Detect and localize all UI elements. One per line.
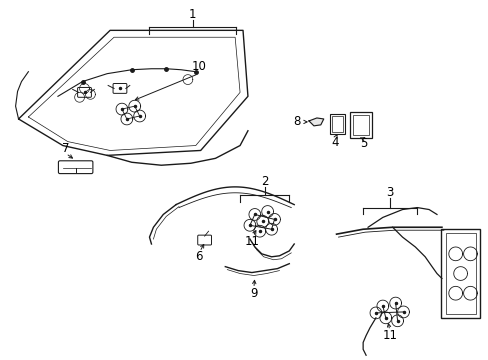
Polygon shape xyxy=(308,118,323,126)
Text: 8: 8 xyxy=(293,116,300,129)
Text: 9: 9 xyxy=(249,287,257,300)
Text: 4: 4 xyxy=(331,136,339,149)
Text: 3: 3 xyxy=(385,186,393,199)
Text: 7: 7 xyxy=(62,142,69,155)
Text: 11: 11 xyxy=(382,329,396,342)
Text: 11: 11 xyxy=(244,235,259,248)
Text: 6: 6 xyxy=(195,250,202,263)
Text: 1: 1 xyxy=(189,8,196,21)
Text: 5: 5 xyxy=(360,137,367,150)
Text: 10: 10 xyxy=(191,60,206,73)
Text: 2: 2 xyxy=(261,175,268,189)
